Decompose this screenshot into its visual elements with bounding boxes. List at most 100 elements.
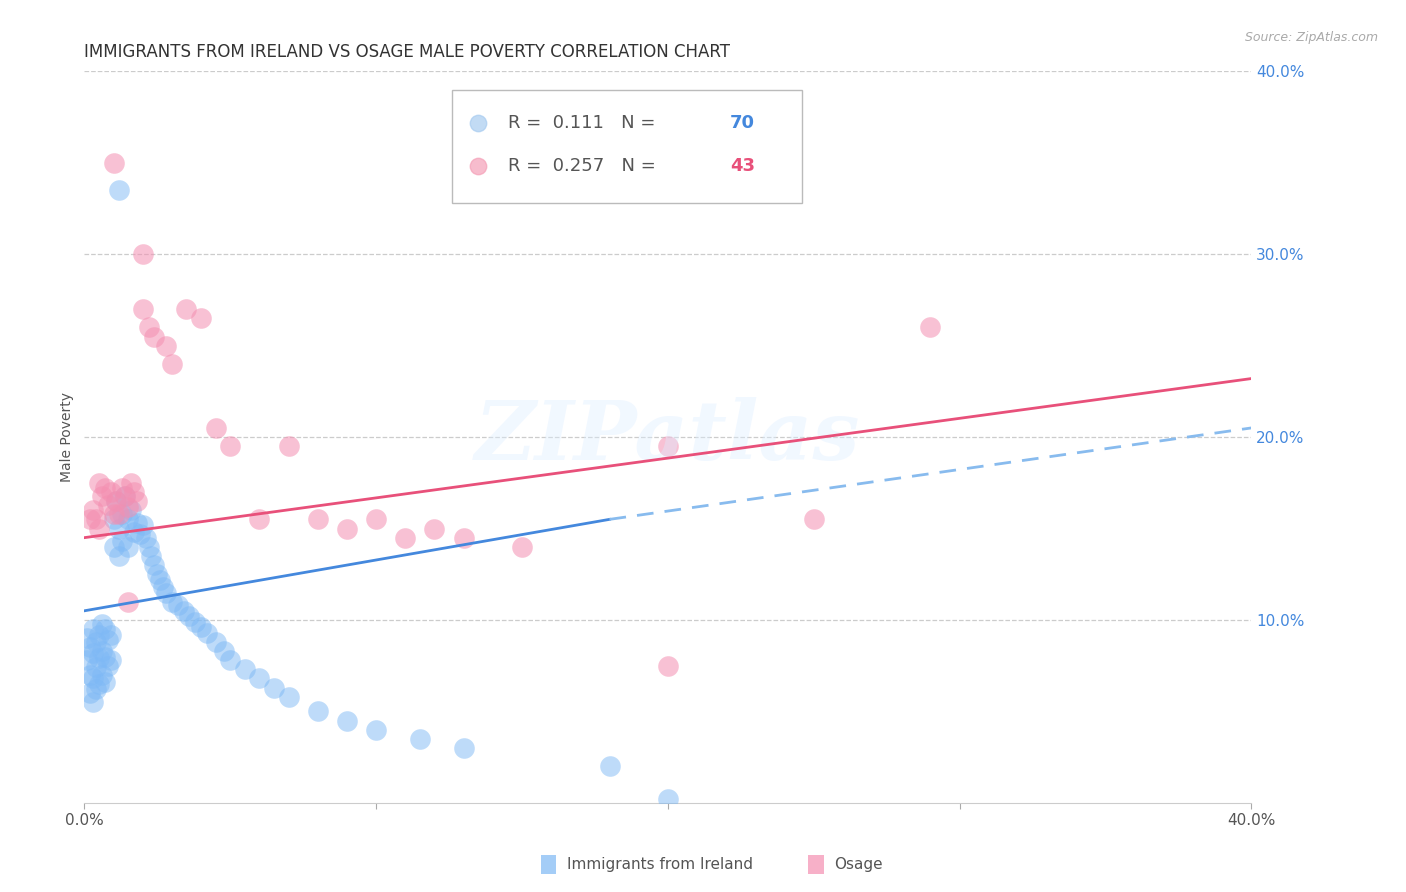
Point — [76, 632, 98, 646]
Point — [125, 516, 148, 530]
Point — [307, 705, 329, 719]
Point — [117, 540, 139, 554]
Point — [263, 681, 285, 695]
Point — [233, 662, 256, 676]
Text: 43: 43 — [730, 158, 755, 176]
Point — [657, 658, 679, 673]
Point — [920, 320, 942, 334]
Point — [423, 521, 446, 535]
Point — [94, 622, 117, 636]
Point — [82, 622, 104, 636]
Point — [84, 635, 107, 649]
Point — [100, 627, 122, 641]
Point — [120, 503, 142, 517]
Point — [108, 183, 131, 197]
Point — [277, 439, 299, 453]
Point — [90, 644, 112, 658]
Point — [166, 599, 188, 613]
Point — [117, 500, 139, 514]
Point — [79, 667, 101, 681]
Point — [84, 682, 107, 697]
Point — [87, 651, 110, 665]
Point — [394, 531, 416, 545]
Point — [143, 329, 166, 343]
Point — [214, 644, 236, 658]
Point — [87, 627, 110, 641]
Point — [90, 616, 112, 631]
Point — [117, 594, 139, 608]
Point — [100, 653, 122, 667]
Point — [155, 338, 177, 352]
Point — [176, 301, 198, 317]
Point — [108, 521, 131, 535]
Point — [132, 301, 155, 317]
Point — [114, 489, 136, 503]
Point — [97, 658, 120, 673]
Point — [94, 649, 117, 664]
Point — [219, 653, 242, 667]
Point — [94, 675, 117, 690]
Point — [249, 512, 271, 526]
Point — [173, 604, 195, 618]
Point — [79, 640, 101, 655]
Point — [132, 247, 155, 261]
Point — [657, 439, 679, 453]
Point — [128, 527, 150, 541]
Point — [141, 549, 163, 563]
Point — [79, 686, 101, 700]
Point — [117, 512, 139, 526]
Text: R =  0.111   N =: R = 0.111 N = — [508, 113, 661, 131]
Text: R =  0.257   N =: R = 0.257 N = — [508, 158, 661, 176]
Point — [103, 540, 125, 554]
Text: Source: ZipAtlas.com: Source: ZipAtlas.com — [1244, 31, 1378, 45]
Point — [803, 512, 825, 526]
Point — [190, 311, 212, 326]
Point — [135, 531, 157, 545]
Point — [336, 521, 359, 535]
Text: Osage: Osage — [834, 857, 883, 871]
Point — [453, 531, 475, 545]
Point — [307, 512, 329, 526]
Point — [409, 731, 432, 746]
Point — [657, 792, 679, 806]
Point — [195, 625, 218, 640]
Point — [149, 573, 172, 587]
Point — [105, 494, 128, 508]
Point — [155, 585, 177, 599]
Point — [122, 525, 145, 540]
Point — [87, 677, 110, 691]
Point — [111, 507, 134, 521]
Point — [97, 633, 120, 648]
Point — [82, 695, 104, 709]
Point — [510, 540, 533, 554]
Point — [82, 646, 104, 660]
Point — [108, 507, 131, 521]
Point — [79, 512, 101, 526]
Point — [146, 567, 169, 582]
Point — [87, 521, 110, 535]
Point — [82, 503, 104, 517]
Point — [87, 475, 110, 490]
Point — [103, 507, 125, 521]
Point — [143, 558, 166, 573]
Point — [277, 690, 299, 704]
Y-axis label: Male Poverty: Male Poverty — [60, 392, 75, 482]
Point — [184, 615, 207, 629]
Text: IMMIGRANTS FROM IRELAND VS OSAGE MALE POVERTY CORRELATION CHART: IMMIGRANTS FROM IRELAND VS OSAGE MALE PO… — [84, 44, 730, 62]
Point — [152, 580, 174, 594]
Point — [84, 512, 107, 526]
Point — [84, 660, 107, 674]
Point — [160, 594, 183, 608]
Point — [125, 494, 148, 508]
Point — [105, 494, 128, 508]
Text: 70: 70 — [730, 113, 755, 131]
Point — [122, 485, 145, 500]
Point — [179, 609, 201, 624]
Point — [138, 540, 160, 554]
Point — [190, 620, 212, 634]
Point — [219, 439, 242, 453]
Point — [132, 517, 155, 532]
Point — [108, 549, 131, 563]
Point — [160, 357, 183, 371]
Point — [76, 653, 98, 667]
